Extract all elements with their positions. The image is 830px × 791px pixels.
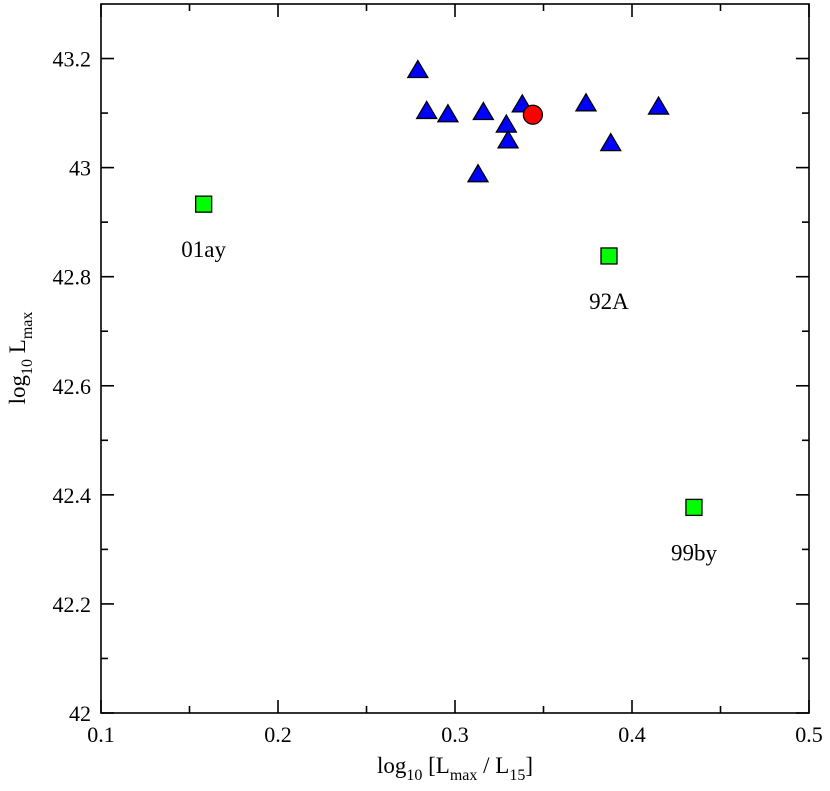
y-axis-title-mid: L [5, 339, 30, 359]
triangle-marker [647, 95, 670, 115]
ticks-layer [100, 4, 810, 714]
y-axis-title: log10 Lmax [5, 312, 36, 405]
circle-marker [522, 104, 544, 125]
point-label: 01ay [181, 237, 226, 262]
triangle-marker [406, 59, 429, 79]
y-tick-label: 43 [69, 156, 91, 181]
point-label: 99by [671, 540, 718, 565]
points-layer [195, 59, 703, 517]
y-tick-label: 42 [69, 701, 91, 726]
x-axis-title-subscript-1: max [450, 767, 478, 784]
y-tick-label: 43.2 [53, 47, 92, 72]
y-tick-label: 42.4 [53, 483, 92, 508]
square-marker [600, 247, 618, 265]
triangle-marker [436, 103, 460, 123]
triangle-marker [415, 100, 438, 120]
x-tick-label: 0.5 [795, 722, 823, 747]
triangle-marker [466, 163, 490, 183]
x-axis-title-base: log [377, 753, 407, 778]
triangle-marker [599, 132, 622, 152]
y-axis-title-base-subscript: 10 [19, 359, 36, 375]
point-labels-layer: 01ay 92A 99by [181, 237, 717, 565]
x-axis-title-base-subscript: 10 [406, 767, 422, 784]
y-tick-label: 42.2 [53, 592, 92, 617]
y-axis-title-base: log [5, 374, 30, 404]
plot-frame [100, 3, 810, 714]
x-axis-title-close: ] [525, 753, 533, 778]
point-label: 92A [589, 289, 629, 314]
tick-labels-layer: 0.1 0.2 0.3 0.4 0.5 42 42.2 42.4 42.6 42.8 43 43.2 [53, 47, 823, 747]
triangle-marker [574, 92, 598, 112]
triangle-marker [472, 101, 495, 121]
y-tick-label: 42.6 [53, 374, 92, 399]
y-tick-label: 42.8 [53, 265, 92, 290]
x-tick-label: 0.2 [264, 722, 292, 747]
x-tick-label: 0.3 [441, 722, 469, 747]
y-axis-title-subscript: max [19, 312, 36, 340]
x-axis-title-open: [L [422, 753, 449, 778]
x-axis-title-subscript-2: 15 [509, 767, 525, 784]
x-axis-title: log10 [Lmax / L15] [377, 753, 533, 784]
x-axis-title-mid: / L [477, 753, 509, 778]
x-tick-label: 0.4 [618, 722, 646, 747]
triangle-marker [495, 113, 518, 133]
square-marker [195, 195, 213, 213]
triangle-marker [496, 129, 520, 149]
square-marker [685, 498, 703, 517]
x-tick-label: 0.1 [87, 722, 115, 747]
